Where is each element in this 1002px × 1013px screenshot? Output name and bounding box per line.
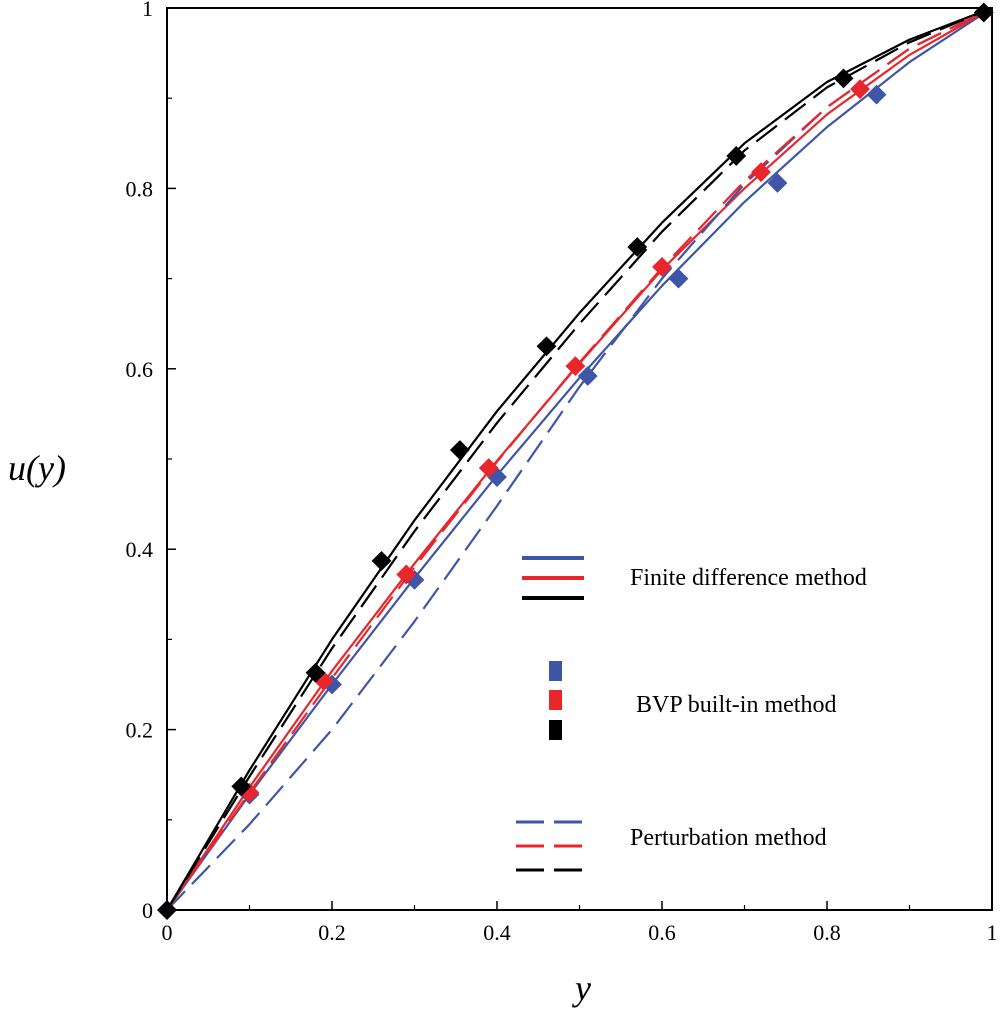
x-tick-label: 0.6 [648, 920, 676, 945]
solid-series-line-0 [166, 7, 993, 911]
y-tick-label: 0.8 [126, 176, 154, 201]
solid-series-line-2 [166, 6, 993, 911]
x-tick-label: 0.8 [813, 920, 841, 945]
legend-bvp-blue-marker [549, 661, 562, 681]
legend: Finite difference method BVP built-in me… [516, 556, 867, 872]
axis-ticks: 0 0.2 0.4 0.6 0.8 1 0 0.2 0.4 0.6 0.8 1 [126, 0, 998, 945]
bvp-marker-point [652, 256, 672, 277]
dashed-series-line-8 [166, 6, 993, 911]
y-tick-label: 0.2 [126, 718, 154, 743]
bvp-marker-point [478, 458, 499, 478]
legend-fd-label: Finite difference method [630, 565, 867, 591]
y-tick-label: 0.4 [126, 537, 154, 562]
y-tick-label: 0.6 [126, 357, 154, 382]
bvp-marker-point [371, 551, 392, 571]
dashed-series-line-6 [166, 7, 993, 911]
x-tick-label: 0.2 [318, 920, 346, 945]
bvp-marker-point [449, 440, 470, 460]
plot-frame [166, 7, 993, 911]
x-tick-label: 1 [987, 920, 998, 945]
legend-pert-label: Perturbation method [630, 825, 827, 851]
x-tick-label: 0 [162, 920, 173, 945]
bvp-marker-point [565, 356, 586, 376]
legend-bvp-red-marker [549, 690, 562, 710]
bvp-marker-point [668, 268, 689, 289]
y-tick-label: 1 [142, 0, 153, 21]
bvp-marker-point [577, 366, 598, 386]
bvp-marker-point [305, 662, 326, 683]
x-tick-label: 0.4 [483, 920, 511, 945]
y-tick-label: 0 [142, 898, 153, 923]
y-axis-title: u(y) [8, 448, 66, 488]
x-axis-title: y [572, 968, 591, 1008]
legend-bvp-label: BVP built-in method [636, 692, 836, 718]
legend-bvp-black-marker [549, 720, 562, 740]
bvp-marker-point [396, 564, 417, 585]
bvp-marker-point [536, 336, 557, 357]
